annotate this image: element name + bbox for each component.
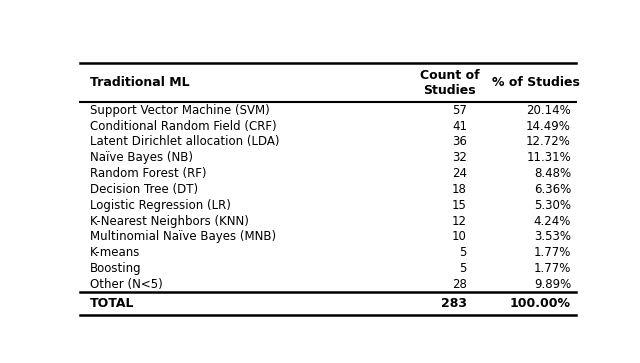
Text: K-Nearest Neighbors (KNN): K-Nearest Neighbors (KNN) [90,215,249,228]
Text: 12: 12 [452,215,467,228]
Text: 41: 41 [452,119,467,132]
Text: Traditional ML: Traditional ML [90,76,189,89]
Text: 1.77%: 1.77% [534,262,571,275]
Text: K-means: K-means [90,246,140,259]
Text: Logistic Regression (LR): Logistic Regression (LR) [90,199,231,212]
Text: Other (N<5): Other (N<5) [90,278,163,291]
Text: 100.00%: 100.00% [510,297,571,310]
Text: 24: 24 [452,167,467,180]
Text: 20.14%: 20.14% [526,104,571,117]
Text: 5: 5 [460,262,467,275]
Text: Naïve Bayes (NB): Naïve Bayes (NB) [90,151,193,164]
Text: 12.72%: 12.72% [526,135,571,148]
Text: Multinomial Naïve Bayes (MNB): Multinomial Naïve Bayes (MNB) [90,231,276,243]
Text: Count of
Studies: Count of Studies [420,69,479,97]
Text: Conditional Random Field (CRF): Conditional Random Field (CRF) [90,119,276,132]
Text: 10: 10 [452,231,467,243]
Text: TOTAL: TOTAL [90,297,134,310]
Text: 28: 28 [452,278,467,291]
Text: 5.30%: 5.30% [534,199,571,212]
Text: 57: 57 [452,104,467,117]
Text: Random Forest (RF): Random Forest (RF) [90,167,207,180]
Text: 36: 36 [452,135,467,148]
Text: Latent Dirichlet allocation (LDA): Latent Dirichlet allocation (LDA) [90,135,280,148]
Text: % of Studies: % of Studies [492,76,580,89]
Text: 5: 5 [460,246,467,259]
Text: 18: 18 [452,183,467,196]
Text: 6.36%: 6.36% [534,183,571,196]
Text: 8.48%: 8.48% [534,167,571,180]
Text: 283: 283 [441,297,467,310]
Text: 1.77%: 1.77% [534,246,571,259]
Text: 9.89%: 9.89% [534,278,571,291]
Text: 15: 15 [452,199,467,212]
Text: Boosting: Boosting [90,262,141,275]
Text: 32: 32 [452,151,467,164]
Text: 14.49%: 14.49% [526,119,571,132]
Text: 11.31%: 11.31% [526,151,571,164]
Text: Decision Tree (DT): Decision Tree (DT) [90,183,198,196]
Text: 4.24%: 4.24% [534,215,571,228]
Text: 3.53%: 3.53% [534,231,571,243]
Text: Support Vector Machine (SVM): Support Vector Machine (SVM) [90,104,269,117]
